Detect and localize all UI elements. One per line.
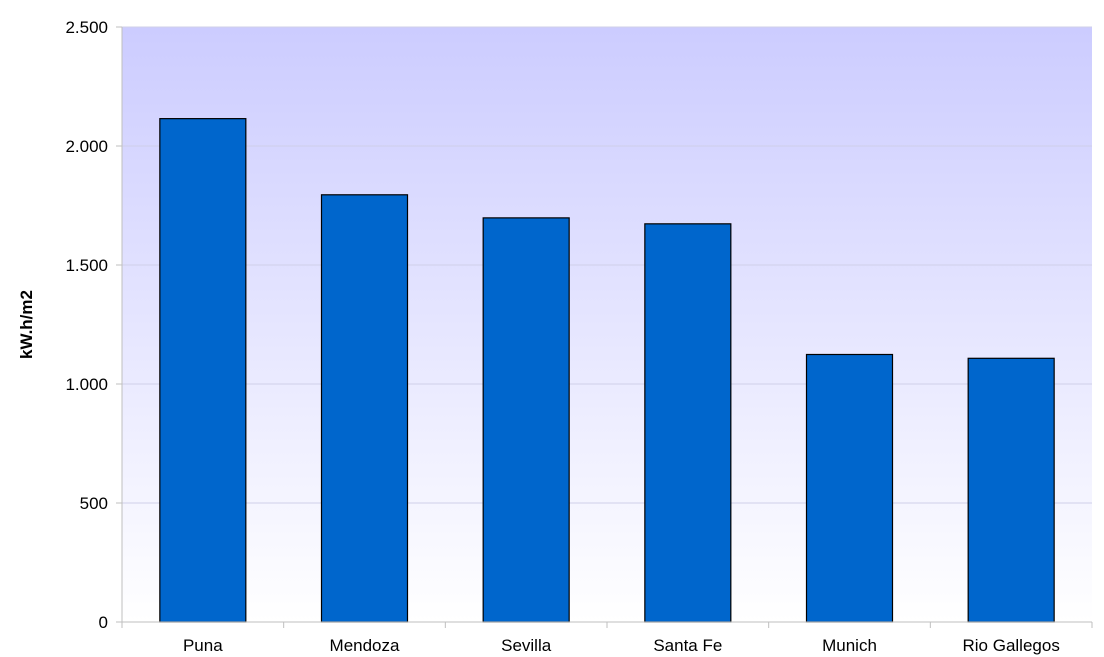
gridlines <box>122 26 1092 504</box>
bar-sevilla <box>482 217 570 623</box>
x-tick-label: Munich <box>822 636 877 655</box>
x-tick-label: Puna <box>183 636 223 655</box>
bar-puna <box>159 118 247 623</box>
y-axis-title: kW.h/m2 <box>17 290 36 359</box>
y-tick-label: 1.000 <box>65 375 108 394</box>
plot-area <box>122 27 1092 622</box>
x-tick-label: Sevilla <box>501 636 552 655</box>
tick-labels: 0 500 1.000 1.500 2.000 2.500 Puna Mendoza Sevil… <box>65 18 1059 655</box>
bar-santa-fe <box>644 223 732 623</box>
y-tick-label: 1.500 <box>65 256 108 275</box>
x-tick-label: Rio Gallegos <box>963 636 1060 655</box>
y-tick-label: 0 <box>99 613 108 632</box>
y-tick-label: 2.000 <box>65 137 108 156</box>
bar-mendoza <box>320 194 409 623</box>
y-tick-label: 500 <box>80 494 108 513</box>
y-tick-label: 2.500 <box>65 18 108 37</box>
axes <box>116 26 1093 628</box>
x-tick-label: Santa Fe <box>653 636 722 655</box>
bars <box>159 118 1055 623</box>
bar-rio-gallegos <box>967 357 1055 623</box>
bar-munich <box>805 353 894 623</box>
x-tick-label: Mendoza <box>330 636 400 655</box>
